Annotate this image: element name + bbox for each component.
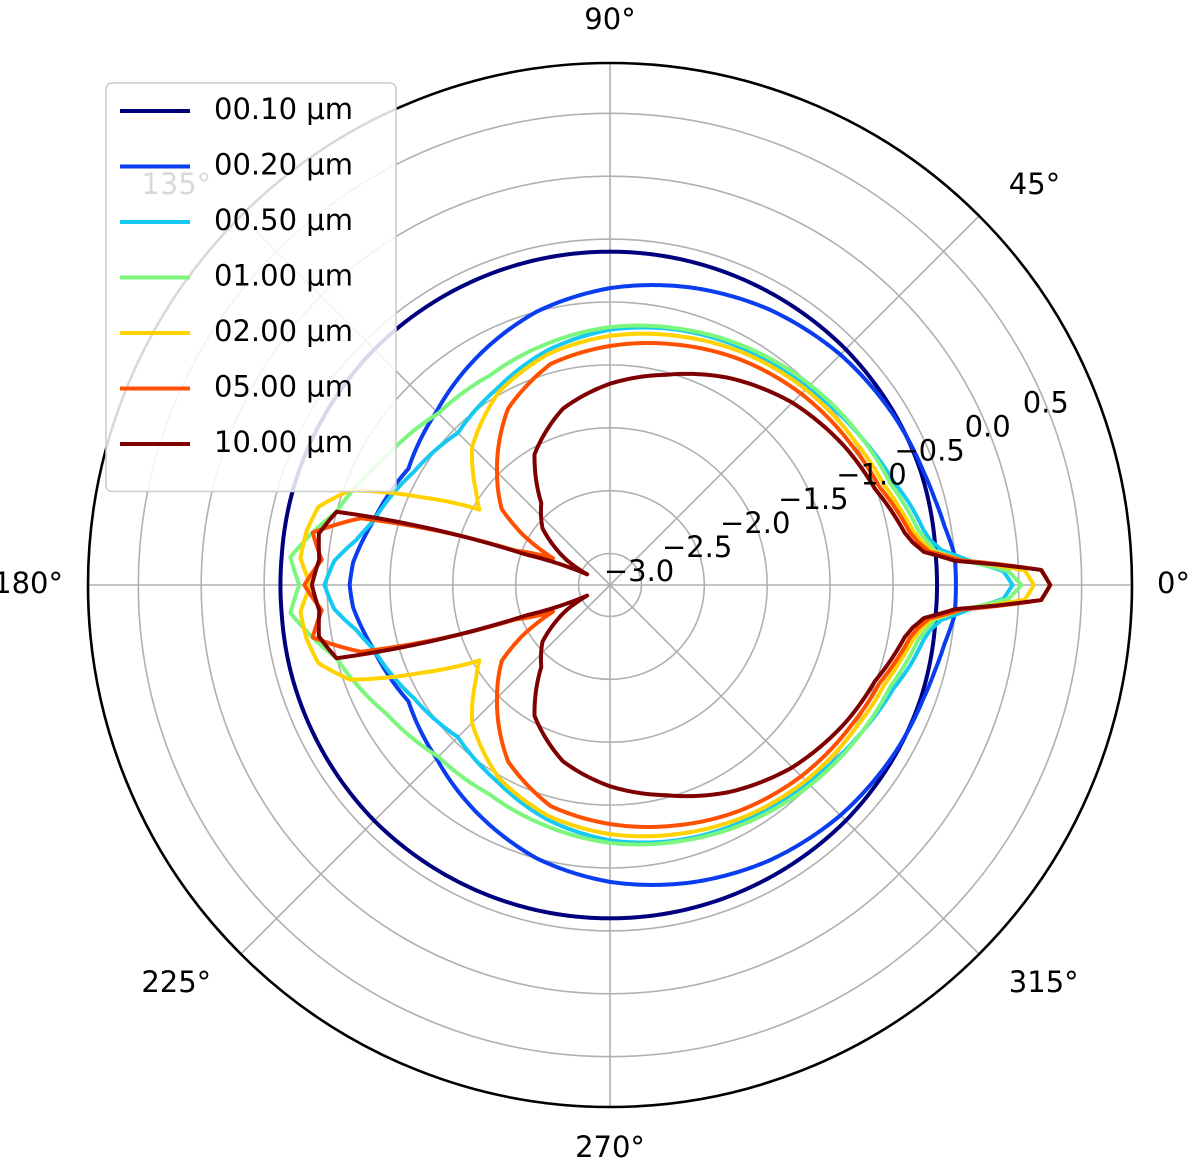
r-tick-label: 0.5 [1023,385,1069,419]
angle-tick-label: 90° [584,2,635,36]
series-line-1 [347,283,958,887]
angle-tick-label: 0° [1157,566,1190,600]
angle-tick-label: 270° [575,1130,645,1164]
series-line-0 [278,249,940,921]
legend-label: 10.00 μm [214,425,353,459]
r-tick-label: −0.5 [894,434,964,468]
angle-tick-label: 180° [0,566,63,600]
r-tick-label: −2.5 [662,530,732,564]
legend-label: 05.00 μm [214,370,353,404]
angle-tick-label: 225° [141,965,211,999]
angle-grid-line [240,584,611,955]
polar-frame [86,61,1134,1109]
legend-label: 00.20 μm [214,148,353,182]
r-tick-label: −2.0 [720,506,790,540]
series-line-6 [309,371,1053,799]
legend-label: 02.00 μm [214,314,353,348]
series-lines [278,249,1053,921]
r-tick-label: −1.0 [836,458,906,492]
r-tick-label: 0.0 [965,410,1011,444]
legend-label: 00.50 μm [214,203,353,237]
series-line-3 [288,323,1024,847]
series-line-2 [322,325,1015,845]
angle-grid-line [609,584,980,955]
legend: 00.10 μm 00.20 μm 00.50 μm 01.00 μm 02.00 μm… [105,82,397,493]
angle-tick-label: 45° [1009,167,1060,201]
radial-tick-labels: −3.0−2.5−2.0−1.5−1.0−0.50.0 0.5 [604,385,1069,587]
legend-label: 01.00 μm [214,259,353,293]
legend-label: 00.10 μm [214,92,353,126]
r-tick-label: −3.0 [604,554,674,588]
angle-grid-line [609,215,980,586]
series-line-5 [302,340,1053,830]
r-tick-label: −1.5 [778,482,848,516]
angle-tick-label: 315° [1009,965,1079,999]
polar-grid [86,61,1134,1109]
